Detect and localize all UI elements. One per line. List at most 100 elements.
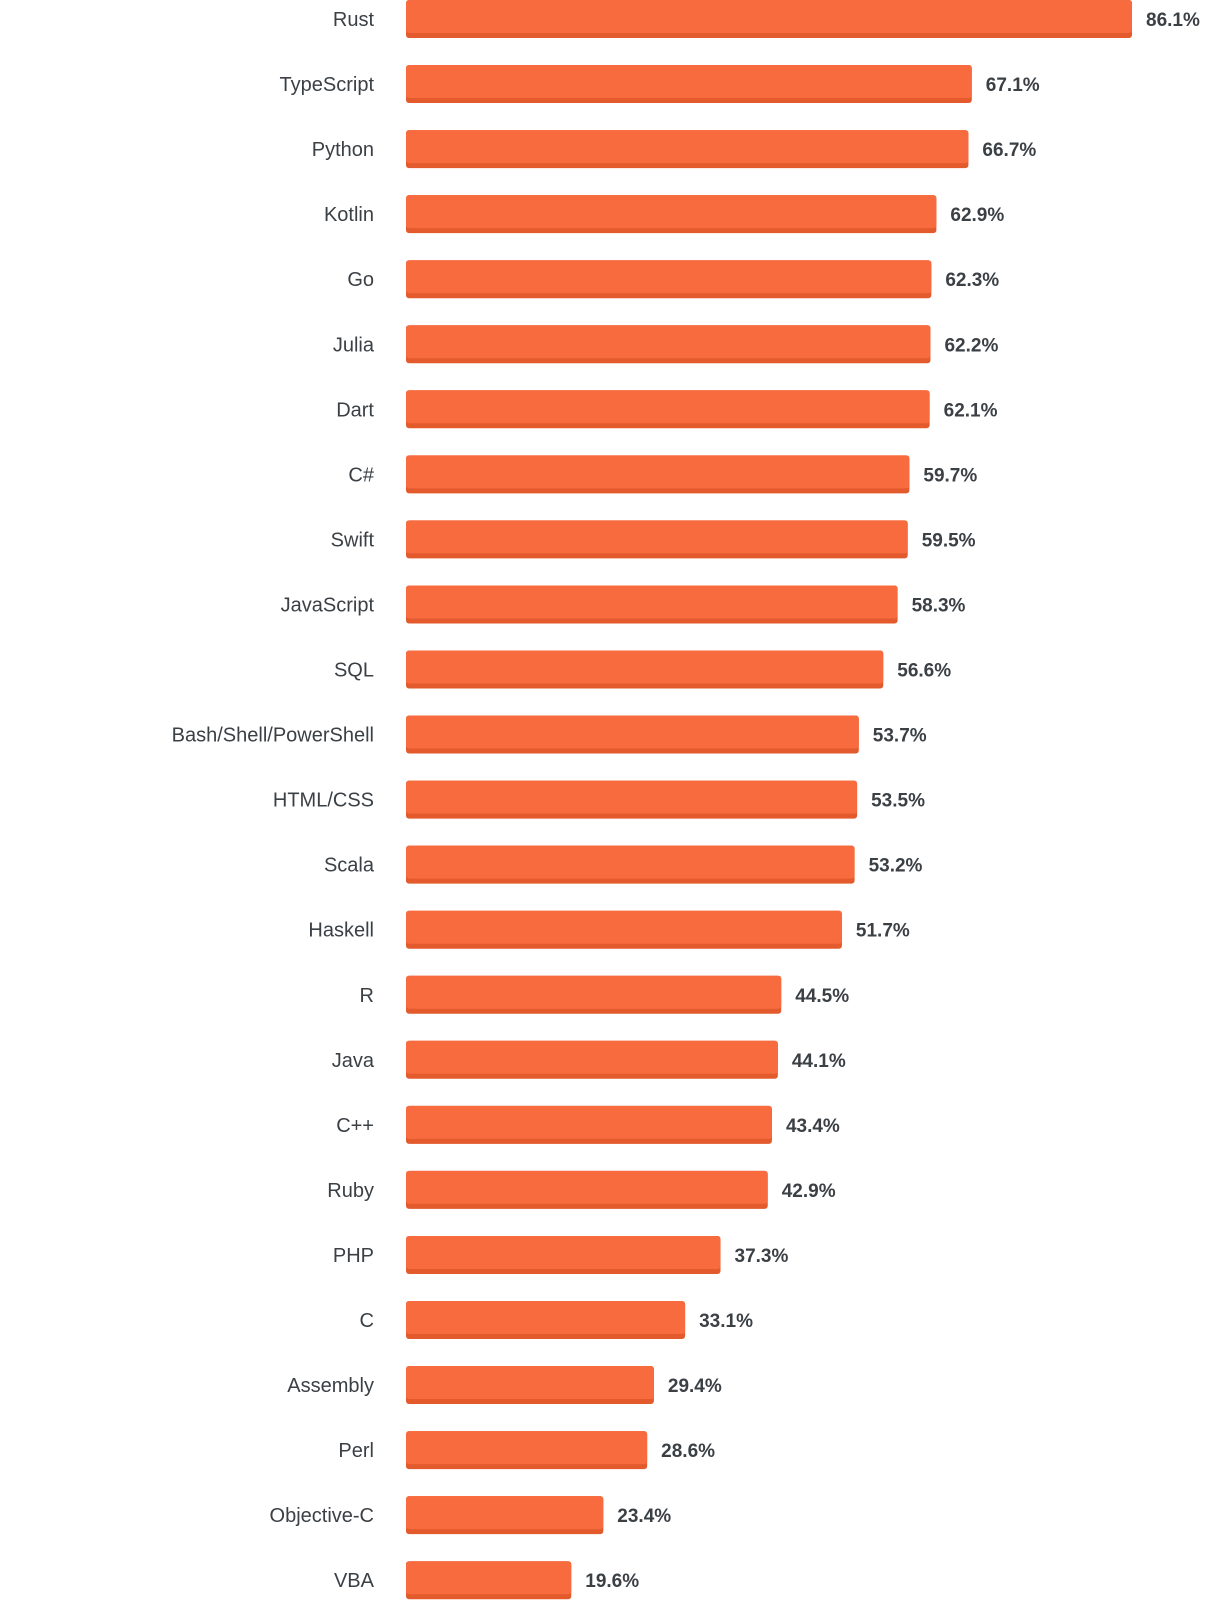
category-label: TypeScript: [280, 74, 375, 96]
bar: [406, 520, 908, 559]
category-label: Dart: [336, 399, 374, 421]
category-label: Kotlin: [324, 204, 374, 226]
bar-fill: [406, 1235, 721, 1269]
bar-fill: [406, 650, 884, 684]
bar-fill: [406, 1561, 572, 1595]
bar: [406, 1170, 768, 1209]
category-label: C: [360, 1310, 374, 1332]
bar-fill: [406, 455, 910, 489]
bar: [406, 130, 969, 169]
category-label: Objective-C: [270, 1505, 374, 1527]
value-label: 62.9%: [950, 205, 1004, 226]
bar-fill: [406, 845, 855, 879]
value-label: 42.9%: [782, 1181, 836, 1202]
value-label: 53.2%: [869, 856, 923, 877]
category-label: Perl: [338, 1440, 374, 1462]
bar-fill: [406, 1496, 604, 1530]
value-label: 37.3%: [735, 1246, 789, 1267]
bar: [406, 1496, 604, 1535]
value-label: 53.7%: [873, 726, 927, 747]
category-label: JavaScript: [281, 594, 375, 616]
bar-fill: [406, 195, 937, 229]
bar: [406, 975, 782, 1014]
value-label: 51.7%: [856, 921, 910, 942]
bar-fill: [406, 1431, 648, 1465]
category-label: C#: [348, 464, 374, 486]
value-label: 62.3%: [945, 270, 999, 291]
bar: [406, 1366, 654, 1405]
value-label: 43.4%: [786, 1116, 840, 1137]
bar: [406, 390, 930, 429]
value-label: 44.5%: [795, 986, 849, 1007]
bar-fill: [406, 1105, 772, 1139]
bar: [406, 1301, 686, 1339]
bar-fill: [406, 65, 972, 99]
value-label: 86.1%: [1146, 10, 1200, 31]
bar-fill: [406, 780, 858, 814]
bar: [406, 325, 931, 364]
category-label: Bash/Shell/PowerShell: [172, 725, 374, 747]
value-label: 59.7%: [923, 465, 977, 486]
value-label: 58.3%: [912, 595, 966, 616]
bar-fill: [406, 715, 859, 749]
bar: [406, 585, 898, 624]
bar: [406, 455, 910, 494]
bar: [406, 845, 855, 884]
value-label: 33.1%: [699, 1311, 753, 1332]
bar: [406, 260, 932, 299]
value-label: 19.6%: [585, 1571, 639, 1592]
category-label: PHP: [333, 1245, 374, 1267]
value-label: 44.1%: [792, 1051, 846, 1072]
bar: [406, 1431, 648, 1470]
category-label: Ruby: [327, 1180, 374, 1202]
bar: [406, 910, 842, 949]
bar-fill: [406, 1366, 654, 1400]
value-label: 53.5%: [871, 791, 925, 812]
bar: [406, 195, 937, 234]
bar-fill: [406, 1301, 686, 1334]
bar-fill: [406, 1040, 778, 1074]
bar: [406, 650, 884, 689]
bar-fill: [406, 520, 908, 554]
bar: [406, 0, 1132, 38]
bar-fill: [406, 0, 1132, 33]
category-label: Java: [332, 1050, 375, 1072]
value-label: 67.1%: [986, 75, 1040, 96]
category-label: R: [360, 985, 374, 1007]
bar-fill: [406, 325, 931, 359]
value-labels-group: 86.1% 67.1% 66.7% 62.9% 62.3% 62.2% 62.1% 59.7%…: [585, 10, 1200, 1592]
bar-fill: [406, 1170, 768, 1204]
bar-fill: [406, 390, 930, 424]
value-label: 66.7%: [982, 140, 1036, 161]
value-label: 59.5%: [922, 530, 976, 551]
bar-fill: [406, 975, 782, 1009]
bar-fill: [406, 585, 898, 619]
bar: [406, 1040, 778, 1079]
bars-group: [406, 0, 1132, 1600]
category-label: Haskell: [308, 920, 374, 942]
value-label: 62.1%: [944, 400, 998, 421]
bar-fill: [406, 910, 842, 944]
value-label: 29.4%: [668, 1376, 722, 1397]
category-label: Assembly: [287, 1375, 374, 1397]
bar: [406, 65, 972, 104]
bar: [406, 715, 859, 754]
category-label: Python: [312, 139, 374, 161]
category-label: C++: [336, 1115, 374, 1137]
value-label: 28.6%: [661, 1441, 715, 1462]
bar: [406, 1235, 721, 1274]
value-label: 23.4%: [617, 1506, 671, 1527]
bar: [406, 1561, 572, 1600]
category-label: Go: [347, 269, 374, 291]
category-label: Swift: [331, 529, 375, 551]
category-label: Rust: [333, 9, 375, 31]
category-label: VBA: [334, 1570, 375, 1592]
bar: [406, 1105, 772, 1144]
category-label: SQL: [334, 660, 374, 682]
category-label: Julia: [333, 334, 375, 356]
category-label: HTML/CSS: [273, 790, 374, 812]
value-label: 56.6%: [897, 661, 951, 682]
value-label: 62.2%: [944, 335, 998, 356]
category-label: Scala: [324, 855, 375, 877]
